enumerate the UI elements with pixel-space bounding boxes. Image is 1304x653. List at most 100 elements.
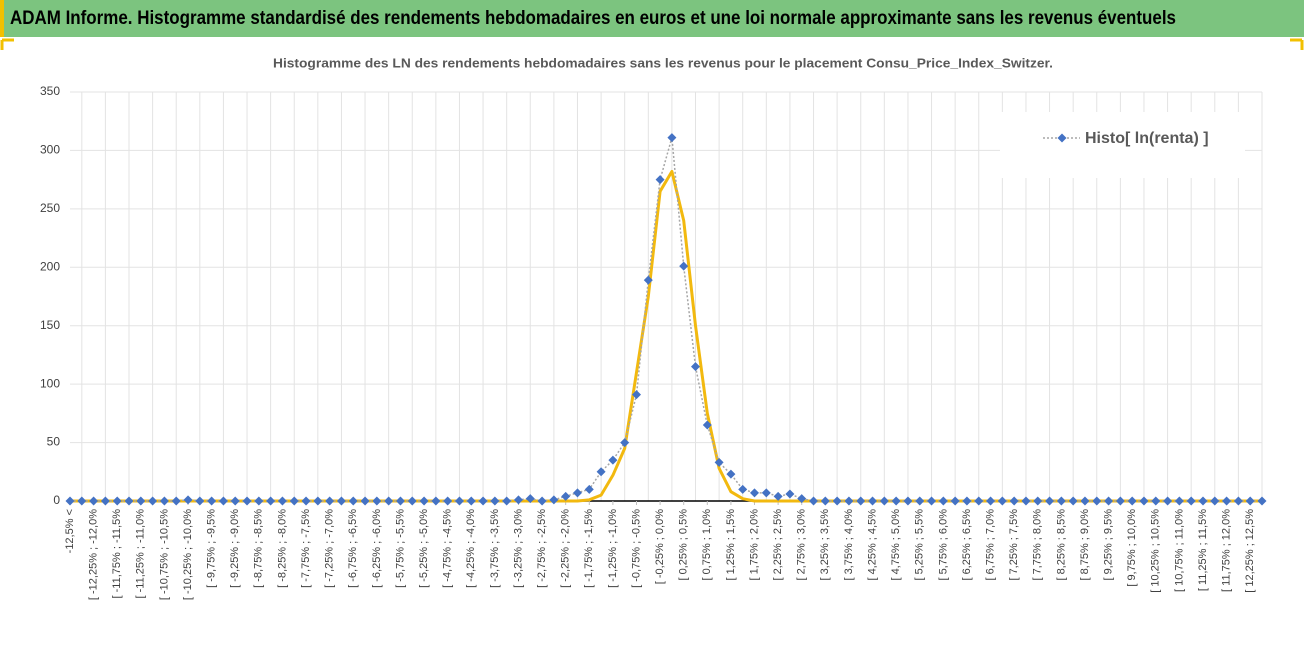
histo-point xyxy=(372,496,382,506)
histo-point xyxy=(466,496,476,506)
x-tick-label: [ 8,75% ; 9,0% xyxy=(1079,509,1091,581)
histo-point xyxy=(773,491,783,501)
x-tick-label: -12,5% < xyxy=(64,509,76,553)
y-tick-label: 0 xyxy=(53,493,60,507)
x-tick-label: [ -1,75% ; -1,5% xyxy=(583,509,595,588)
histo-point xyxy=(832,496,842,506)
x-tick-label: [ 5,25% ; 5,5% xyxy=(914,509,926,581)
histo-point xyxy=(443,496,453,506)
histo-point xyxy=(572,488,582,498)
histo-point xyxy=(313,496,323,506)
histo-point xyxy=(1163,496,1173,506)
x-tick-label: [ -10,75% ; -10,5% xyxy=(158,509,170,600)
histo-point xyxy=(927,496,937,506)
histo-point xyxy=(77,496,87,506)
histo-point xyxy=(112,496,122,506)
x-tick-label: [ -8,75% ; -8,5% xyxy=(253,509,265,588)
histo-point xyxy=(750,488,760,498)
histo-point xyxy=(336,496,346,506)
histo-point xyxy=(974,496,984,506)
histo-point xyxy=(915,496,925,506)
chart-title: Histogramme des LN des rendements hebdom… xyxy=(273,55,1053,70)
histo-point xyxy=(419,496,429,506)
x-tick-label: [ 1,25% ; 1,5% xyxy=(725,509,737,581)
histo-point xyxy=(1222,496,1232,506)
x-tick-label: [ 5,75% ; 6,0% xyxy=(937,509,949,581)
x-tick-label: [ 12,25% ; 12,5% xyxy=(1244,509,1256,593)
histo-point xyxy=(903,496,913,506)
histo-point xyxy=(218,496,228,506)
x-tick-label: [ -1,25% ; -1,0% xyxy=(607,509,619,588)
x-tick-label: [ 4,75% ; 5,0% xyxy=(890,509,902,581)
histo-point xyxy=(183,495,193,505)
histo-point xyxy=(809,496,819,506)
x-tick-label: [ 3,75% ; 4,0% xyxy=(843,509,855,581)
histo-point xyxy=(608,455,618,465)
x-tick-label: [ 9,75% ; 10,0% xyxy=(1126,509,1138,587)
histo-point xyxy=(891,496,901,506)
histo-point xyxy=(691,362,701,372)
histo-point xyxy=(667,133,677,143)
histo-point xyxy=(242,496,252,506)
histo-point xyxy=(856,496,866,506)
histo-point xyxy=(986,496,996,506)
histo-point xyxy=(643,275,653,285)
histo-point xyxy=(1139,496,1149,506)
x-tick-label: [ -4,25% ; -4,0% xyxy=(465,509,477,588)
x-tick-label: [ -3,25% ; -3,0% xyxy=(512,509,524,588)
histo-point xyxy=(1009,496,1019,506)
y-tick-label: 200 xyxy=(40,259,60,273)
x-tick-label: [ 6,75% ; 7,0% xyxy=(984,509,996,581)
histo-point xyxy=(348,496,358,506)
histo-point xyxy=(879,496,889,506)
histo-point xyxy=(1210,496,1220,506)
x-tick-label: [ -8,25% ; -8,0% xyxy=(276,509,288,588)
histo-point xyxy=(631,390,641,400)
legend-box xyxy=(1000,112,1245,178)
x-tick-label: [ 2,75% ; 3,0% xyxy=(796,509,808,581)
histo-point xyxy=(1045,496,1055,506)
histo-point xyxy=(431,496,441,506)
histo-point xyxy=(820,496,830,506)
histo-point xyxy=(1151,496,1161,506)
histo-point xyxy=(1021,496,1031,506)
histo-point xyxy=(1127,496,1137,506)
x-tick-label: [ 7,75% ; 8,0% xyxy=(1032,509,1044,581)
x-tick-label: [ -7,25% ; -7,0% xyxy=(324,509,336,588)
histo-point xyxy=(655,175,665,185)
histo-point xyxy=(844,496,854,506)
histo-point xyxy=(136,496,146,506)
x-tick-label: [ -5,75% ; -5,5% xyxy=(394,509,406,588)
histo-point xyxy=(100,496,110,506)
x-tick-label: [ 3,25% ; 3,5% xyxy=(819,509,831,581)
histo-point xyxy=(207,496,217,506)
histo-point xyxy=(266,496,276,506)
histo-point xyxy=(478,496,488,506)
histo-point xyxy=(1033,496,1043,506)
header-title: ADAM Informe. Histogramme standardisé de… xyxy=(10,8,1176,29)
x-tick-label: [ 2,25% ; 2,5% xyxy=(772,509,784,581)
histo-point xyxy=(395,496,405,506)
histo-point xyxy=(325,496,335,506)
histo-point xyxy=(513,495,523,505)
x-tick-label: [ -2,75% ; -2,5% xyxy=(536,509,548,588)
x-tick-label: [ 4,25% ; 4,5% xyxy=(866,509,878,581)
x-tick-label: [ 10,25% ; 10,5% xyxy=(1150,509,1162,593)
histo-point xyxy=(785,489,795,499)
histo-point xyxy=(1174,496,1184,506)
histo-point xyxy=(962,496,972,506)
histo-point xyxy=(1233,496,1243,506)
x-tick-label: [ 7,25% ; 7,5% xyxy=(1008,509,1020,581)
histo-point xyxy=(1245,496,1255,506)
y-tick-label: 50 xyxy=(47,435,61,449)
y-tick-label: 250 xyxy=(40,201,60,215)
histo-point xyxy=(230,496,240,506)
histo-point xyxy=(195,496,205,506)
x-tick-label: [ -0,25% ; 0,0% xyxy=(654,509,666,584)
x-tick-label: [ 11,75% ; 12,0% xyxy=(1221,509,1233,592)
x-tick-label: [ -0,75% ; -0,5% xyxy=(630,509,642,588)
histo-point xyxy=(738,484,748,494)
x-tick-label: [ 0,75% ; 1,0% xyxy=(701,509,713,581)
